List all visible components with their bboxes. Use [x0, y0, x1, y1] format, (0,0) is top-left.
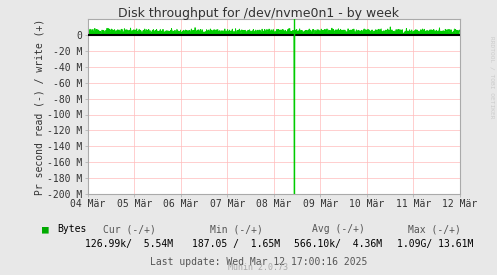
Text: 566.10k/  4.36M: 566.10k/ 4.36M — [294, 239, 382, 249]
Text: Last update: Wed Mar 12 17:00:16 2025: Last update: Wed Mar 12 17:00:16 2025 — [150, 257, 367, 267]
Text: RRDTOOL / TOBI OETIKER: RRDTOOL / TOBI OETIKER — [490, 36, 495, 118]
Text: Max (-/+): Max (-/+) — [409, 224, 461, 234]
Text: ■: ■ — [42, 224, 49, 234]
Y-axis label: Pr second read (-) / write (+): Pr second read (-) / write (+) — [34, 18, 44, 195]
Text: Munin 2.0.73: Munin 2.0.73 — [229, 263, 288, 272]
Text: 126.99k/  5.54M: 126.99k/ 5.54M — [85, 239, 173, 249]
Text: 187.05 /  1.65M: 187.05 / 1.65M — [192, 239, 280, 249]
Text: 1.09G/ 13.61M: 1.09G/ 13.61M — [397, 239, 473, 249]
Text: Cur (-/+): Cur (-/+) — [103, 224, 156, 234]
Text: Min (-/+): Min (-/+) — [210, 224, 262, 234]
Text: Bytes: Bytes — [57, 224, 86, 234]
Text: Avg (-/+): Avg (-/+) — [312, 224, 364, 234]
Text: Disk throughput for /dev/nvme0n1 - by week: Disk throughput for /dev/nvme0n1 - by we… — [118, 7, 399, 20]
